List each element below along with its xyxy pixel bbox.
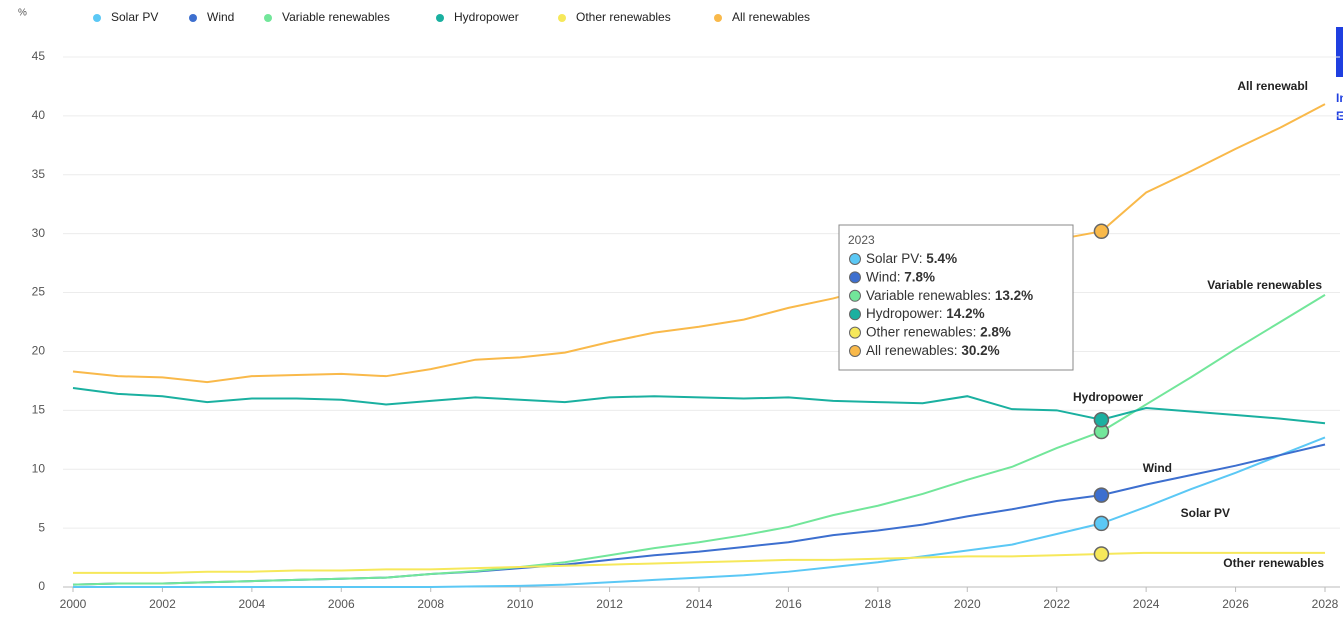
tooltip-dot (849, 289, 861, 302)
tooltip-row: Solar PV: 5.4% (866, 251, 957, 266)
x-tick-label: 2024 (1133, 597, 1160, 611)
x-tick-label: 2000 (60, 597, 87, 611)
series-line (72, 443, 1326, 586)
tooltip-dot (849, 253, 861, 265)
y-tick-label: 25 (32, 285, 46, 299)
tooltip-row: Other renewables: 2.8% (866, 324, 1011, 339)
tooltip-value: 13.2% (995, 287, 1033, 302)
tooltip-value: 30.2% (961, 343, 999, 358)
line-label: Variable renewables (1207, 278, 1322, 292)
y-tick-label: 10 (32, 461, 46, 475)
logo-block (1336, 27, 1343, 77)
legend-dot (558, 14, 566, 22)
x-tick-label: 2012 (596, 597, 623, 611)
logo-text: In (1336, 91, 1343, 105)
legend-dot (93, 14, 101, 22)
y-tick-label: 15 (32, 403, 46, 417)
tooltip-sep: : (987, 287, 995, 302)
tooltip-name: Hydropower (866, 306, 939, 321)
tooltip-name: Other renewables (866, 324, 973, 339)
tooltip-value: 5.4% (926, 251, 957, 266)
tooltip-dot (849, 308, 861, 321)
hover-marker (1093, 487, 1110, 503)
x-tick-label: 2008 (417, 597, 444, 611)
legend-dot (436, 14, 444, 22)
tooltip-title: 2023 (848, 233, 875, 247)
line-label: All renewabl (1237, 79, 1308, 93)
tooltip-sep: : (954, 343, 962, 358)
hover-marker (1093, 515, 1110, 532)
tooltip-row: Wind: 7.8% (866, 269, 935, 284)
line-label: Wind (1143, 461, 1172, 475)
series-line (73, 551, 1325, 574)
tooltip: 2023 Solar PV: 5.4% Wind: 7.8% Variable ren… (838, 224, 1074, 371)
x-tick-label: 2018 (865, 597, 892, 611)
x-tick-label: 2016 (775, 597, 802, 611)
x-tick-label: 2006 (328, 597, 355, 611)
x-tick-label: 2028 (1312, 597, 1339, 611)
series-line (73, 436, 1326, 588)
y-tick-label: 30 (32, 226, 46, 240)
x-tick-label: 2026 (1222, 597, 1249, 611)
legend-label: Wind (207, 10, 234, 24)
x-tick-label: 2010 (507, 597, 534, 611)
line-label: Solar PV (1181, 506, 1230, 520)
hover-marker (1093, 223, 1110, 240)
tooltip-sep: : (939, 306, 947, 321)
hover-marker (1093, 546, 1110, 562)
tooltip-value: 14.2% (946, 306, 984, 321)
x-tick-label: 2014 (686, 597, 713, 611)
legend-dot (264, 14, 272, 22)
series-line (72, 103, 1326, 384)
x-tick-label: 2022 (1043, 597, 1070, 611)
y-tick-label: 35 (32, 167, 46, 181)
y-tick-label: 5 (38, 520, 45, 534)
tooltip-value: 2.8% (980, 324, 1011, 339)
series-line (72, 294, 1326, 586)
tooltip-dot (849, 345, 861, 357)
tooltip-row: Hydropower: 14.2% (866, 306, 985, 321)
series-line (72, 386, 1326, 425)
y-tick-label: 45 (32, 49, 46, 63)
x-tick-label: 2004 (239, 597, 266, 611)
line-label: Other renewables (1223, 556, 1324, 570)
y-tick-label: 0 (38, 579, 45, 593)
legend-label: Variable renewables (282, 10, 390, 24)
legend-dot (189, 14, 197, 22)
tooltip-sep: : (897, 269, 905, 284)
tooltip-dot (849, 271, 861, 284)
tooltip-dot (849, 326, 861, 339)
legend-label: All renewables (732, 10, 810, 24)
legend-dot (714, 14, 722, 22)
tooltip-sep: : (919, 251, 927, 266)
line-label: Hydropower (1073, 390, 1143, 404)
legend-label: Other renewables (576, 10, 671, 24)
tooltip-name: Solar PV (866, 251, 919, 266)
tooltip-name: Wind (866, 269, 897, 284)
tooltip-row: Variable renewables: 13.2% (866, 287, 1033, 302)
legend-label: Solar PV (111, 10, 158, 24)
y-axis-label: % (18, 8, 27, 19)
tooltip-sep: : (973, 324, 981, 339)
hover-marker (1093, 412, 1110, 428)
y-tick-label: 40 (32, 108, 46, 122)
tooltip-name: All renewables (866, 343, 954, 358)
legend-label: Hydropower (454, 10, 519, 24)
tooltip-row: All renewables: 30.2% (866, 343, 1000, 358)
tooltip-name: Variable renewables (866, 287, 988, 302)
tooltip-value: 7.8% (904, 269, 935, 284)
x-tick-label: 2002 (149, 597, 176, 611)
tooltip-box (838, 224, 1074, 371)
x-tick-label: 2020 (954, 597, 981, 611)
y-tick-label: 20 (32, 344, 46, 358)
